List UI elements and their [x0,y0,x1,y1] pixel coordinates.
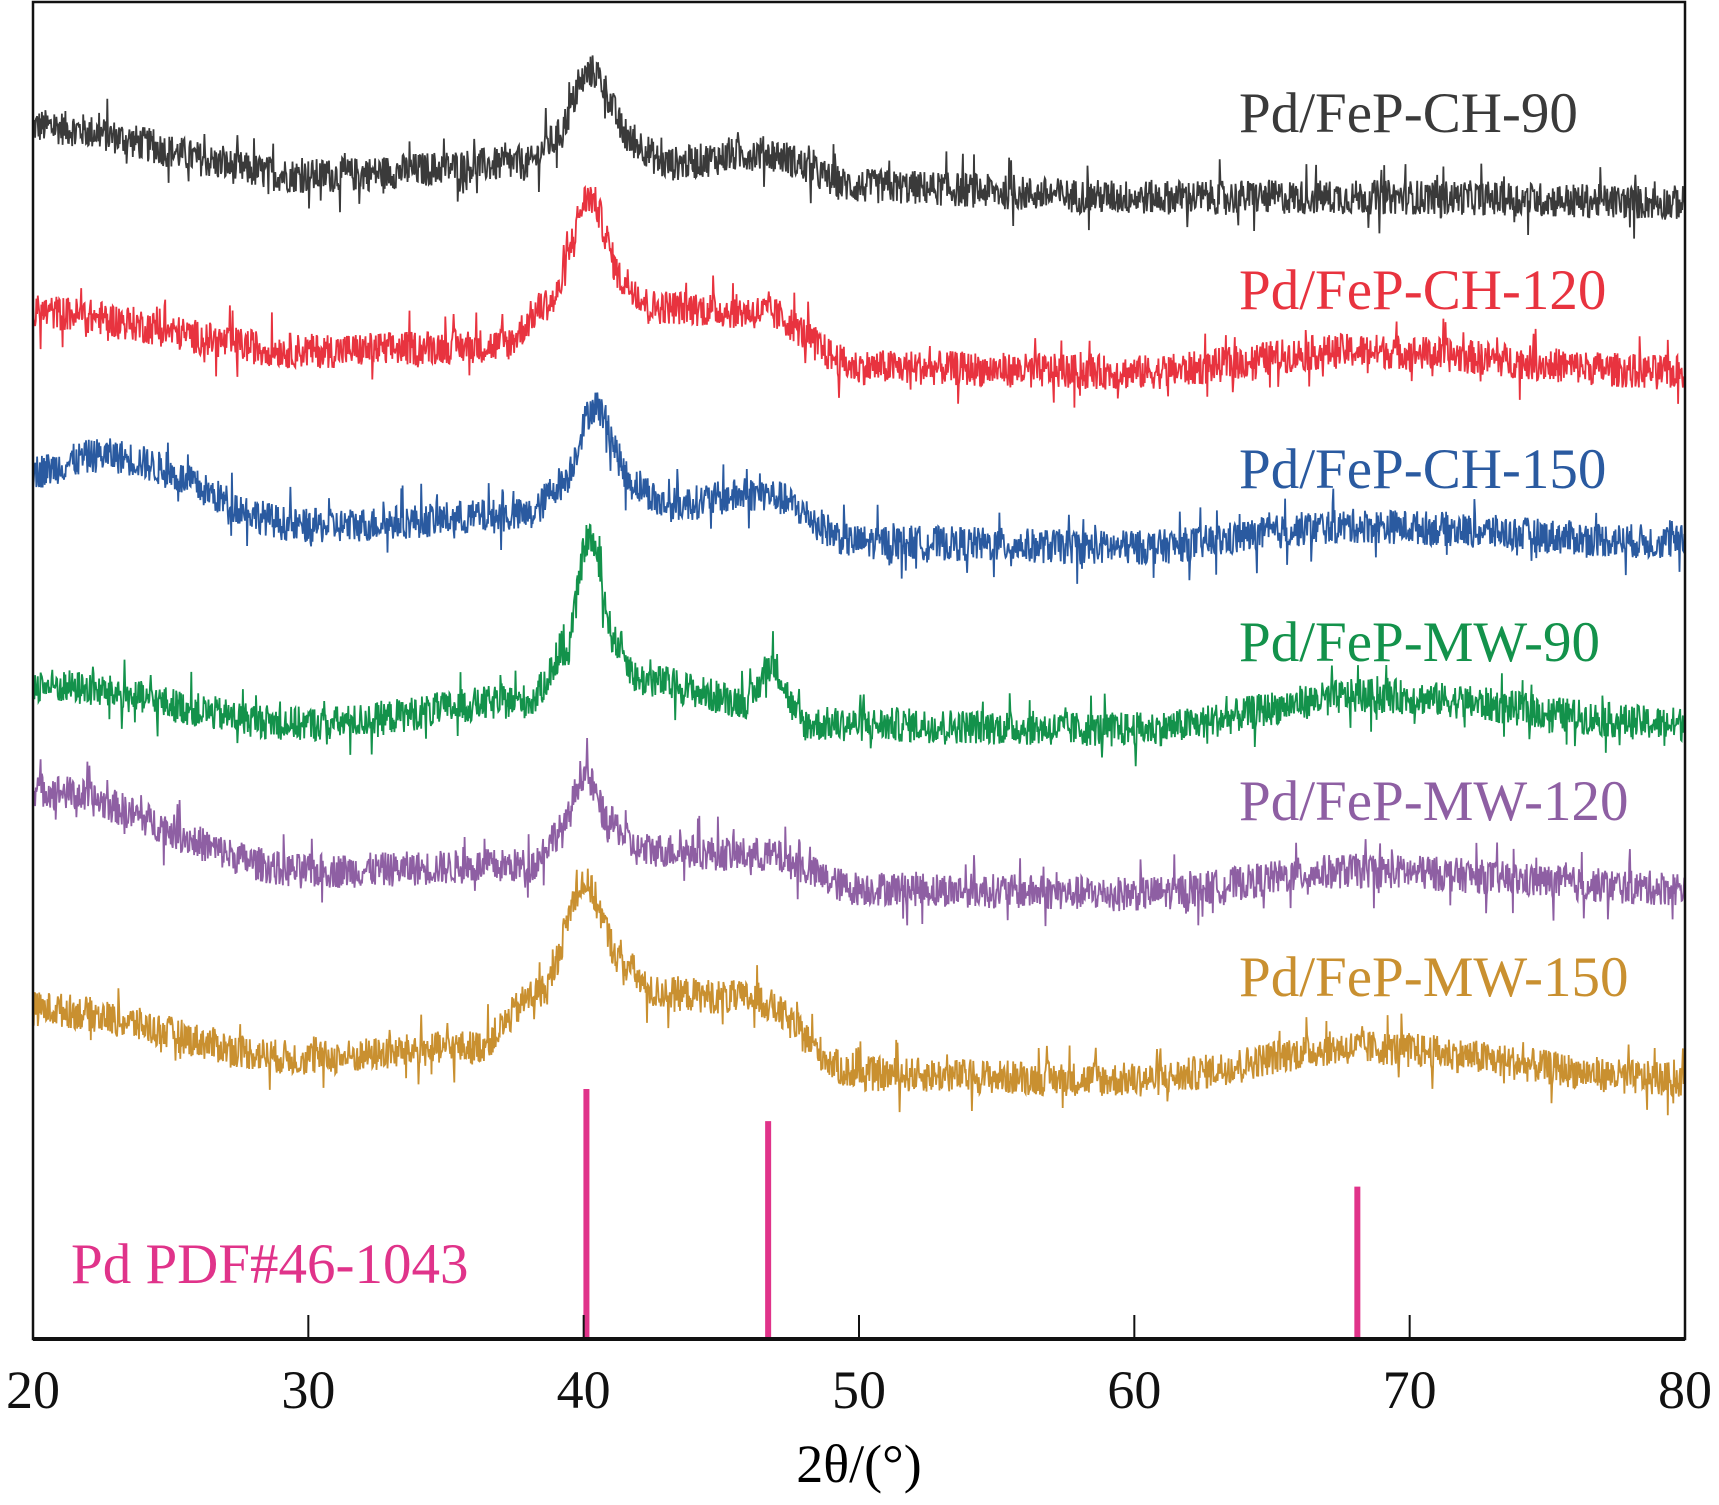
series-labels: Pd/FeP-CH-90 Pd/FeP-CH-120 Pd/FeP-CH-150… [71,82,1629,1296]
reference-label: Pd PDF#46-1043 [71,1233,469,1296]
x-tick-label: 60 [1107,1360,1161,1420]
series-line-pd-fep-ch-90 [32,55,1686,239]
x-ticks: 20 30 40 50 60 70 80 [6,1315,1712,1420]
series-line-pd-fep-ch-120 [32,185,1686,408]
series-line-pd-fep-mw-90 [32,523,1686,767]
x-tick-label: 80 [1658,1360,1712,1420]
x-tick-label: 30 [281,1360,335,1420]
series-layer [32,55,1686,1116]
reference-sticks [583,1088,1361,1339]
x-tick-label: 50 [832,1360,886,1420]
series-label-mw-90: Pd/FeP-MW-90 [1239,611,1600,674]
series-label-mw-150: Pd/FeP-MW-150 [1239,946,1629,1009]
series-label-ch-120: Pd/FeP-CH-120 [1239,259,1606,322]
series-label-ch-150: Pd/FeP-CH-150 [1239,438,1606,501]
series-line-pd-fep-ch-150 [32,392,1686,584]
series-line-pd-fep-mw-120 [32,737,1686,927]
series-label-mw-120: Pd/FeP-MW-120 [1239,770,1629,833]
x-tick-label: 40 [557,1360,611,1420]
series-label-ch-90: Pd/FeP-CH-90 [1239,82,1578,145]
x-tick-label: 20 [6,1360,60,1420]
series-line-pd-fep-mw-150 [32,868,1686,1116]
x-axis-label: 2θ/(°) [796,1434,921,1494]
x-tick-label: 70 [1383,1360,1437,1420]
